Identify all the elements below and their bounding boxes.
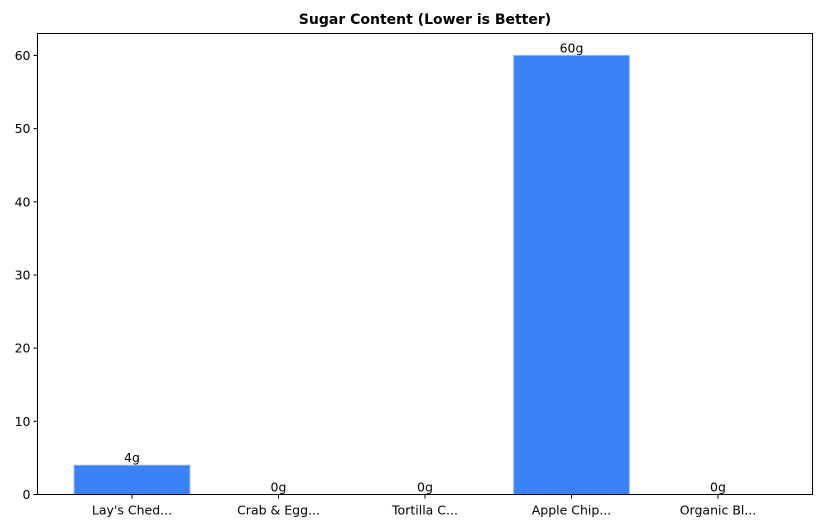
x-tick-label: Apple Chip... (532, 503, 612, 518)
y-tick-label: 20 (15, 341, 31, 356)
y-tick-label: 30 (15, 267, 31, 282)
x-tick-label: Crab & Egg... (237, 503, 320, 518)
y-tick-label: 50 (15, 121, 31, 136)
data-label: 0g (417, 480, 433, 495)
data-label: 60g (560, 40, 584, 55)
bar (513, 54, 630, 495)
data-label: 4g (124, 450, 140, 465)
bar (73, 464, 191, 496)
y-tick-label: 0 (23, 487, 31, 502)
y-tick-label: 40 (15, 194, 31, 209)
chart-title: Sugar Content (Lower is Better) (299, 12, 551, 28)
data-label: 0g (271, 480, 287, 495)
y-tick-label: 60 (15, 48, 31, 63)
y-tick-label: 10 (15, 414, 31, 429)
plot-frame (37, 33, 813, 495)
data-label: 0g (710, 480, 726, 495)
x-tick-label: Organic Bl... (680, 503, 757, 518)
x-tick-label: Lay's Ched... (92, 503, 172, 518)
x-tick-label: Tortilla C... (391, 503, 458, 518)
